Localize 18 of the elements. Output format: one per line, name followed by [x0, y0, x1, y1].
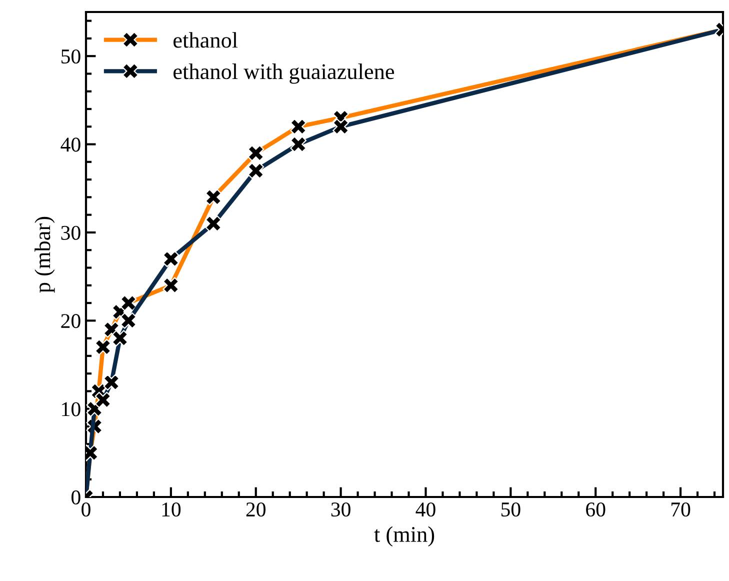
- x-tick-label: 0: [82, 502, 90, 517]
- x-tick-label: 70: [671, 502, 690, 517]
- x-tick-label: 50: [501, 502, 520, 517]
- x-tick-label: 60: [586, 502, 606, 517]
- y-tick-label: 0: [72, 490, 80, 504]
- y-tick-label: 40: [60, 138, 80, 152]
- y-axis-title: p (mbar): [34, 216, 55, 293]
- legend-label: ethanol with guaiazulene: [174, 64, 394, 84]
- x-tick-label: 10: [162, 502, 181, 517]
- legend-label: ethanol: [174, 32, 238, 48]
- x-tick-label: 40: [416, 502, 436, 517]
- x-tick-label: 20: [246, 502, 266, 517]
- y-tick-label: 10: [62, 402, 80, 416]
- y-tick-label: 30: [61, 226, 80, 240]
- y-tick-label: 20: [61, 314, 80, 328]
- x-axis-title: t (min): [374, 526, 434, 546]
- x-tick-label: 30: [331, 502, 350, 517]
- y-tick-label: 50: [62, 49, 80, 64]
